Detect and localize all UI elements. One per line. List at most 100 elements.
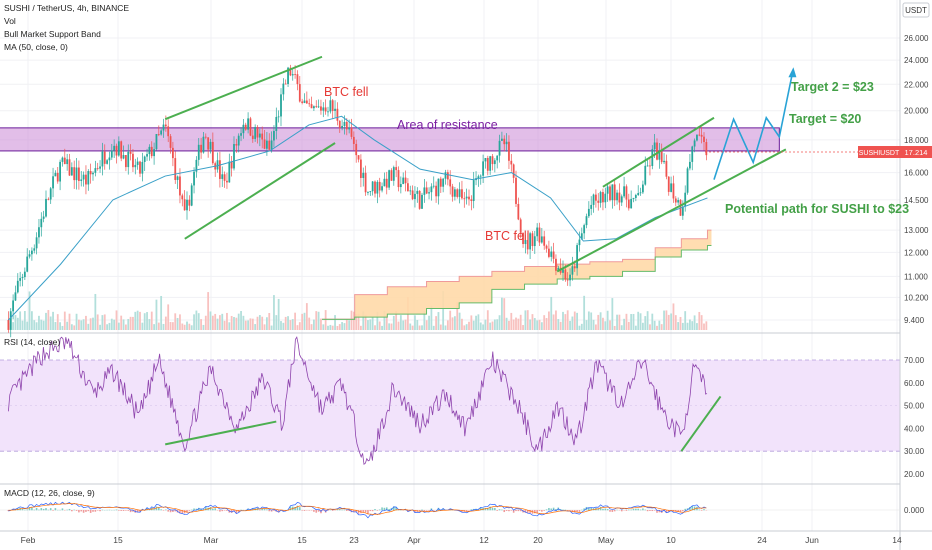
- volume-bar: [512, 319, 515, 330]
- macd-histogram-bar: [235, 510, 238, 514]
- candle-body: [536, 227, 539, 237]
- volume-bar: [127, 319, 130, 330]
- candle-body: [599, 192, 602, 203]
- candle-body: [209, 141, 212, 150]
- candle-body: [235, 144, 238, 146]
- candle-body: [449, 179, 452, 187]
- candle-body: [397, 170, 400, 188]
- trendline-upper-may: [602, 116, 715, 188]
- candle-body: [681, 206, 684, 216]
- candle-body: [21, 277, 24, 279]
- volume-bar: [101, 315, 104, 330]
- macd-histogram-bar: [270, 510, 273, 512]
- volume-bar: [566, 310, 569, 330]
- macd-histogram-bar: [317, 510, 320, 512]
- current-price-label: 17.214: [905, 148, 928, 157]
- candle-body: [696, 134, 698, 141]
- volume-bar: [291, 319, 294, 330]
- macd-histogram-bar: [338, 508, 341, 511]
- volume-bar: [674, 315, 677, 330]
- candle-body: [179, 176, 181, 196]
- volume-bar: [214, 313, 217, 330]
- macd-histogram-bar: [611, 510, 614, 512]
- indicator-rsi[interactable]: RSI (14, close): [4, 337, 61, 347]
- macd-histogram-bar: [136, 510, 139, 513]
- candle-body: [630, 198, 633, 209]
- annotation-potential-path: Potential path for SUSHI to $23: [725, 202, 909, 216]
- macd-histogram-bar: [45, 508, 47, 511]
- candle-body: [703, 136, 705, 143]
- indicator-vol[interactable]: Vol: [4, 16, 16, 26]
- volume-bar: [677, 322, 680, 330]
- indicator-ma50[interactable]: MA (50, close, 0): [4, 42, 68, 52]
- volume-bar: [454, 316, 456, 330]
- macd-histogram-bar: [263, 509, 266, 511]
- candle-body: [526, 240, 529, 250]
- macd-histogram-bar: [80, 510, 83, 512]
- volume-bar: [202, 324, 205, 330]
- macd-histogram-bar: [26, 509, 28, 511]
- candle-body: [85, 174, 87, 185]
- volume-bar: [639, 313, 642, 330]
- price-tick-label: 20.000: [904, 107, 929, 116]
- volume-bar: [110, 318, 113, 330]
- volume-bar: [117, 322, 120, 330]
- candle-body: [411, 190, 414, 200]
- volume-bar: [378, 321, 381, 330]
- candle-body: [653, 142, 656, 150]
- candle-body: [320, 106, 322, 111]
- volume-bar: [658, 320, 661, 330]
- macd-histogram-bar: [418, 510, 421, 512]
- candle-body: [202, 136, 205, 153]
- volume-bar: [670, 313, 672, 330]
- candle-body: [263, 139, 266, 149]
- volume-bar: [164, 316, 167, 330]
- candle-body: [338, 120, 341, 128]
- macd-histogram-bar: [378, 509, 381, 511]
- macd-histogram-bar: [383, 507, 386, 511]
- candle-body: [242, 124, 245, 134]
- volume-bar: [52, 311, 54, 330]
- candle-body: [416, 190, 419, 194]
- candle-body: [221, 174, 224, 179]
- candle-body: [395, 167, 398, 171]
- candle-body: [45, 198, 47, 217]
- volume-bar: [552, 314, 555, 330]
- volume-bar: [416, 320, 419, 330]
- volume-bar: [390, 323, 393, 330]
- indicator-bull-market-support-band[interactable]: Bull Market Support Band: [4, 29, 101, 39]
- macd-histogram-bar: [393, 506, 395, 511]
- macd-histogram-bar: [202, 508, 205, 511]
- macd-histogram-bar: [167, 510, 169, 512]
- candle-body: [52, 176, 54, 189]
- indicator-macd[interactable]: MACD (12, 26, close, 9): [4, 488, 95, 498]
- candle-body: [47, 198, 50, 200]
- candle-body: [106, 160, 108, 164]
- candle-body: [99, 166, 101, 169]
- candle-body: [390, 170, 393, 181]
- volume-bar: [301, 313, 304, 330]
- candle-body: [134, 164, 137, 168]
- macd-histogram-bar: [515, 510, 517, 512]
- rsi-tick-label: 70.00: [904, 356, 925, 365]
- candle-body: [371, 181, 374, 192]
- volume-bar: [207, 292, 210, 330]
- annotation-btc-fell-bottom: BTC fell: [485, 229, 529, 243]
- candle-body: [613, 184, 616, 201]
- volume-bar: [270, 325, 273, 330]
- rsi-tick-label: 20.00: [904, 470, 925, 479]
- volume-bar: [153, 324, 155, 330]
- candle-body: [538, 227, 541, 243]
- macd-histogram-bar: [66, 509, 68, 511]
- volume-bar: [559, 321, 562, 330]
- macd-histogram-bar: [153, 509, 155, 511]
- volume-bar: [545, 318, 548, 330]
- currency-badge[interactable]: [902, 2, 930, 18]
- volume-bar: [343, 323, 346, 330]
- volume-bar: [395, 310, 398, 330]
- rsi-tick-label: 30.00: [904, 447, 925, 456]
- volume-bar: [592, 319, 595, 330]
- volume-bar: [649, 324, 651, 330]
- candle-body: [211, 141, 214, 164]
